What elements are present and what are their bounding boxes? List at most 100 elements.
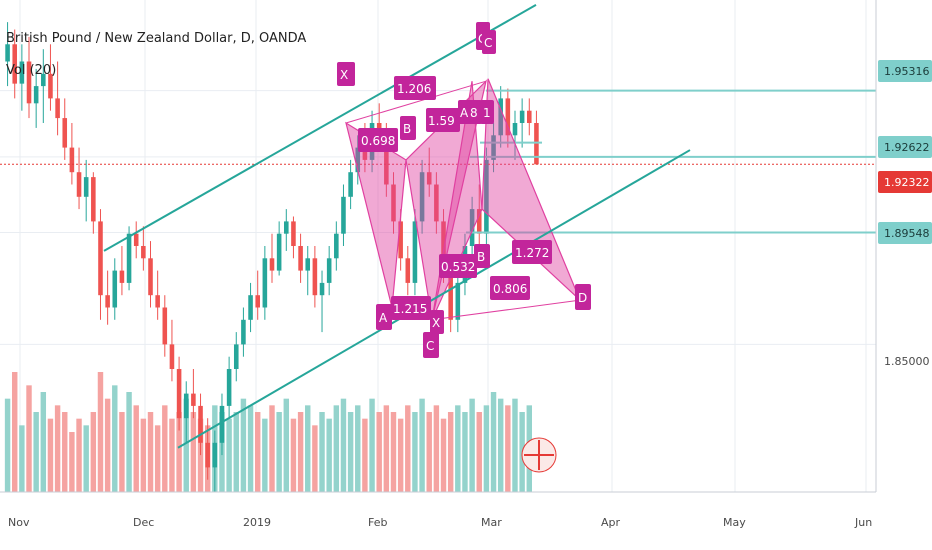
x-label-dec: Dec	[133, 516, 154, 529]
price-tick-1-85: 1.85000	[884, 355, 930, 368]
candle-body-41	[298, 246, 303, 271]
x-label-may: May	[723, 516, 746, 529]
candle-body-16	[119, 270, 125, 283]
volume-indicator-label: Vol (20)	[6, 63, 56, 78]
candle-body-18	[133, 233, 139, 246]
volume-bar-22	[162, 405, 168, 492]
pattern-1-xd-line	[345, 80, 487, 124]
tag-r3-bg	[394, 76, 436, 100]
volume-bar-14	[104, 398, 111, 492]
volume-bar-56	[405, 405, 411, 492]
volume-bar-18	[133, 405, 139, 492]
volume-bar-58	[419, 398, 425, 492]
candle-body-55	[398, 221, 403, 259]
volume-bar-24	[176, 412, 182, 492]
candle-body-72	[519, 110, 525, 123]
x-label-nov: Nov	[8, 516, 30, 529]
pattern-labels: X 1.206 C C 0.698 B 1.59 A 8 1 A 1.215	[337, 22, 591, 358]
tag-d1-bg	[575, 284, 591, 310]
tag-x1: X	[340, 68, 348, 82]
price-label-level-2: 1.92622	[884, 141, 930, 154]
volume-bar-69	[497, 398, 504, 492]
candle-body-73	[526, 110, 532, 123]
price-label-current-bg	[878, 171, 932, 193]
candle-body-6	[48, 73, 53, 99]
tag-x1-bg	[337, 62, 355, 86]
candle-body-37	[269, 258, 275, 271]
candle-body-67	[484, 159, 489, 234]
flag-watermark	[521, 437, 557, 473]
volume-bar-50	[362, 418, 368, 492]
candle-body-50	[362, 147, 368, 160]
candles	[5, 22, 539, 492]
volume-bar-32	[233, 412, 239, 492]
candle-body-61	[441, 221, 446, 271]
candle-body-30	[219, 405, 225, 443]
tag-r6-bg	[490, 276, 530, 300]
volume-bar-52	[376, 412, 382, 492]
tag-c-top2: C	[484, 36, 492, 50]
tag-b2-bg	[474, 244, 490, 268]
volume-bar-1	[12, 372, 18, 492]
volume-bar-9	[69, 432, 75, 492]
volume-bar-16	[119, 412, 125, 492]
candle-body-8	[62, 118, 68, 148]
candle-body-7	[55, 98, 60, 119]
volume-bar-60	[433, 405, 440, 492]
candle-body-65	[469, 209, 475, 246]
tag-b2: B	[477, 250, 485, 264]
volume-bar-36	[262, 418, 268, 492]
volume-bar-38	[276, 412, 282, 492]
candle-body-23	[169, 344, 175, 369]
volume-bar-66	[476, 412, 482, 492]
candle-body-48	[348, 172, 353, 197]
x-label-feb: Feb	[368, 516, 387, 529]
candle-body-29	[212, 442, 218, 468]
tag-r3: 1.206	[397, 82, 431, 96]
tag-r1-bg	[358, 128, 398, 152]
volume-bar-2	[19, 425, 25, 492]
volume-bar-71	[512, 398, 518, 492]
volume-bar-44	[319, 412, 325, 492]
candle-body-14	[105, 295, 110, 308]
tag-a1-bg	[376, 304, 392, 330]
tag-a1: A	[379, 311, 388, 325]
volume-bar-62	[447, 412, 454, 492]
candle-body-68	[491, 135, 496, 160]
candle-body-57	[412, 221, 418, 283]
candle-body-1	[12, 44, 18, 84]
tag-b1-bg	[400, 116, 416, 140]
candle-body-25	[183, 393, 189, 419]
tag-c1: C	[426, 339, 434, 353]
candle-body-46	[334, 233, 339, 259]
candle-body-0	[5, 44, 10, 62]
candle-body-40	[291, 221, 296, 246]
tag-c1-bg	[423, 332, 439, 358]
tag-x2-bg	[430, 310, 444, 334]
volume-bar-67	[483, 405, 490, 492]
channel-lines	[103, 4, 691, 449]
candle-body-11	[83, 177, 89, 197]
candle-body-71	[512, 123, 518, 136]
volume-bar-40	[290, 418, 297, 492]
volume-bar-43	[312, 425, 318, 492]
price-axis[interactable]: 1.95316 1.92622 1.92322 1.89548 1.85000	[878, 60, 932, 368]
volume-bar-51	[369, 398, 375, 492]
volume-bar-64	[462, 412, 468, 492]
volume-bar-0	[4, 398, 11, 492]
volume-bar-68	[490, 392, 497, 492]
volume-bar-17	[126, 392, 132, 492]
candle-body-60	[434, 184, 439, 222]
time-axis[interactable]: Nov Dec 2019 Feb Mar Apr May Jun	[8, 516, 872, 529]
volume-bar-53	[383, 405, 390, 492]
tag-r2: 1.215	[393, 302, 427, 316]
candle-body-19	[141, 246, 146, 259]
volume-bar-55	[397, 418, 404, 492]
tag-r1: 0.698	[361, 134, 395, 148]
volume-bar-3	[26, 385, 32, 492]
candle-body-15	[112, 270, 118, 308]
price-label-level-2-bg	[878, 136, 932, 158]
tag-r8-bg	[468, 100, 482, 124]
